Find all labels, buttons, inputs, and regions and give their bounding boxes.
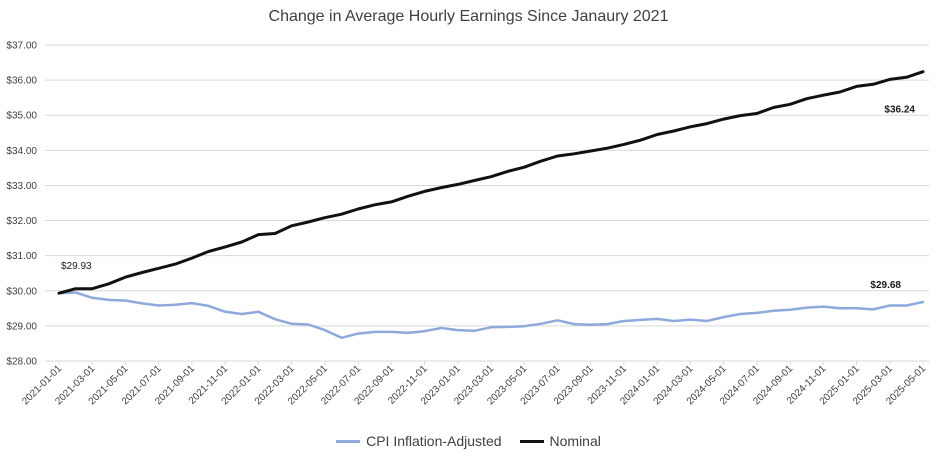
y-tick-label: $29.00	[6, 321, 37, 332]
y-tick-label: $32.00	[6, 216, 37, 227]
legend-item-cpi[interactable]: CPI Inflation-Adjusted	[336, 433, 502, 449]
gridlines	[45, 44, 929, 365]
legend: CPI Inflation-Adjusted Nominal	[0, 433, 937, 449]
y-tick-label: $37.00	[6, 41, 37, 52]
data-label: $29.68	[870, 280, 901, 291]
legend-label-nominal: Nominal	[549, 433, 601, 449]
legend-swatch-nominal	[519, 439, 544, 443]
y-tick-label: $33.00	[6, 181, 37, 192]
y-tick-label: $28.00	[6, 357, 37, 368]
y-tick-label: $34.00	[6, 146, 37, 157]
series-line-cpi	[57, 291, 925, 340]
legend-label-cpi: CPI Inflation-Adjusted	[366, 433, 502, 449]
y-tick-label: $35.00	[6, 111, 37, 122]
y-tick-label: $30.00	[6, 286, 37, 297]
series-lines	[57, 70, 925, 340]
legend-swatch-cpi	[336, 439, 361, 443]
y-axis-tick-labels: $28.00 $29.00 $30.00 $31.00 $32.00 $33.00 $34.…	[6, 41, 37, 368]
data-label: $29.93	[61, 261, 92, 272]
y-tick-label: $36.00	[6, 76, 37, 87]
data-annotations: $29.93 $36.24 $29.68	[61, 105, 915, 291]
chart-title: Change in Average Hourly Earnings Since …	[268, 8, 669, 25]
data-label: $36.24	[884, 105, 915, 116]
legend-item-nominal[interactable]: Nominal	[519, 433, 601, 449]
series-line-nominal	[57, 70, 925, 295]
y-tick-label: $31.00	[6, 251, 37, 262]
x-axis-tick-labels: 2021-01-012021-03-012021-05-012021-07-01…	[20, 363, 928, 407]
